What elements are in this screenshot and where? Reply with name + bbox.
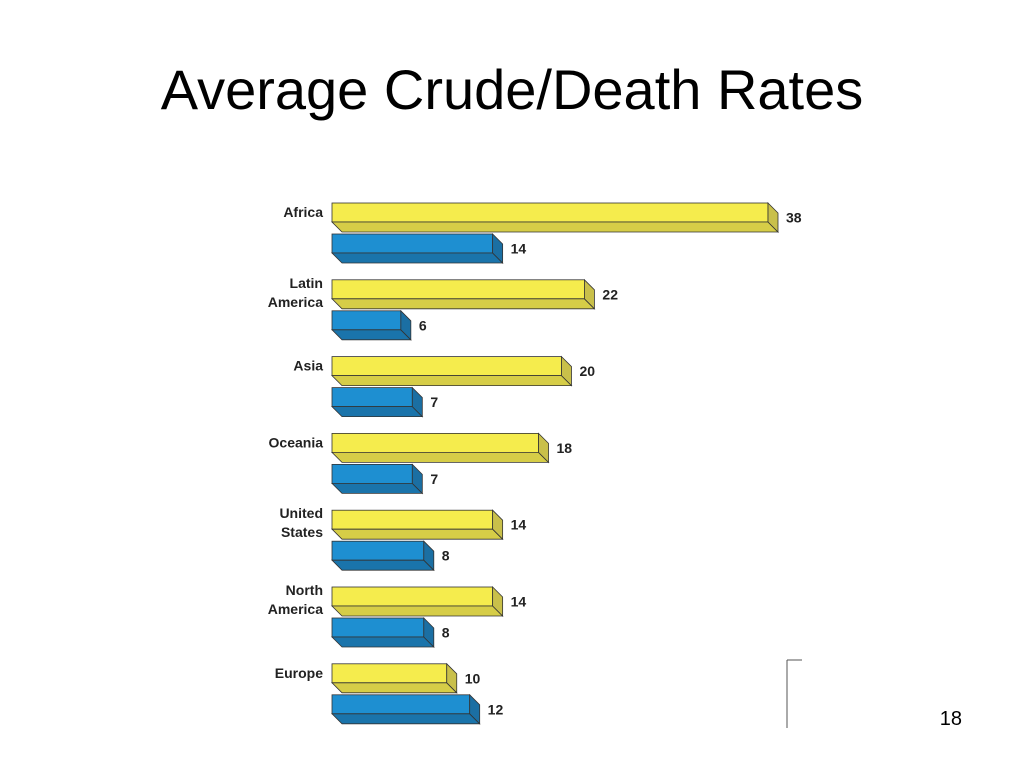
bar-front xyxy=(331,663,448,684)
value-label: 10 xyxy=(465,670,481,686)
bar-side xyxy=(584,278,595,310)
bar-front xyxy=(331,463,413,484)
bar-side xyxy=(492,509,504,541)
bar xyxy=(331,586,504,617)
bar-side xyxy=(492,233,504,264)
value-label: 8 xyxy=(442,625,450,641)
category-label-line: Oceania xyxy=(269,434,324,450)
category-label-line: Asia xyxy=(293,358,323,374)
bar-bottom xyxy=(331,375,573,387)
category-label-line: States xyxy=(281,524,323,540)
bar-front xyxy=(331,310,402,331)
value-label: 6 xyxy=(419,317,427,333)
bar-front xyxy=(331,540,425,561)
value-label: 7 xyxy=(430,471,438,487)
bar-side xyxy=(446,662,458,694)
bar-bottom xyxy=(331,605,504,617)
category-label-line: Africa xyxy=(283,204,323,220)
bar-bottom xyxy=(331,406,424,418)
category-label: Latin America xyxy=(268,275,323,310)
bar-bottom xyxy=(331,559,435,571)
bar xyxy=(331,202,779,233)
bar-front xyxy=(331,279,585,300)
bar-front xyxy=(331,617,425,638)
bar-side xyxy=(492,586,504,617)
bar-bottom xyxy=(331,636,435,648)
bar-bottom xyxy=(331,252,504,264)
bar-side xyxy=(411,386,423,418)
slide-number: 18 xyxy=(939,708,962,730)
bars-layer: Africa 38 14 Latin America 22 6 Asia 20 7 Oceania 1… xyxy=(268,202,802,725)
bar-front xyxy=(331,202,769,223)
bar-bottom xyxy=(331,329,412,341)
bar-side xyxy=(767,202,779,233)
bar-bottom xyxy=(331,451,550,463)
category-label: Asia xyxy=(293,358,323,374)
bar-front xyxy=(331,694,471,715)
bar-side xyxy=(469,693,481,725)
bar-bottom xyxy=(331,482,424,494)
bar-bottom xyxy=(331,713,481,725)
bar-bottom xyxy=(331,298,596,310)
bar-front xyxy=(331,387,413,408)
bar xyxy=(331,355,573,387)
bar xyxy=(331,509,504,541)
bar-side xyxy=(400,309,412,341)
bar-front xyxy=(331,509,494,530)
category-label-line: United xyxy=(279,505,323,521)
category-label: Africa xyxy=(283,204,323,220)
bar xyxy=(331,540,435,572)
bar-side xyxy=(423,540,435,572)
category-label-line: Latin xyxy=(290,275,323,291)
bar-bottom xyxy=(331,528,504,540)
bar-side xyxy=(411,463,423,495)
value-label: 8 xyxy=(442,548,450,564)
category-label: Europe xyxy=(275,665,323,681)
value-label: 18 xyxy=(557,440,573,456)
bar xyxy=(331,278,596,310)
bar-front xyxy=(331,356,562,377)
bar xyxy=(331,386,424,418)
bar-side xyxy=(538,432,549,464)
category-label-line: America xyxy=(268,601,323,617)
category-label-line: North xyxy=(286,582,323,598)
category-label: North America xyxy=(268,582,323,617)
bar-front xyxy=(331,233,494,254)
bar xyxy=(331,693,481,725)
bar xyxy=(331,432,550,464)
value-label: 20 xyxy=(579,363,595,379)
bar-side xyxy=(423,617,435,648)
value-label: 7 xyxy=(430,394,438,410)
bar-front xyxy=(331,586,494,607)
bar xyxy=(331,617,435,648)
category-label: Oceania xyxy=(269,434,324,450)
value-label: 12 xyxy=(488,701,504,717)
slide-title: Average Crude/Death Rates xyxy=(160,58,864,121)
value-label: 14 xyxy=(511,241,527,257)
bar-bottom xyxy=(331,221,779,233)
bar-bottom xyxy=(331,682,458,694)
bar-front xyxy=(331,432,539,453)
value-label: 38 xyxy=(786,210,802,226)
bar xyxy=(331,662,458,694)
value-label: 22 xyxy=(602,286,618,302)
value-label: 14 xyxy=(511,594,527,610)
bar xyxy=(331,233,504,264)
category-label-line: America xyxy=(268,294,323,310)
category-label: United States xyxy=(279,505,323,540)
value-label: 14 xyxy=(511,517,527,533)
category-label-line: Europe xyxy=(275,665,323,681)
bar xyxy=(331,309,412,341)
bar xyxy=(331,463,424,495)
bar-side xyxy=(561,355,572,387)
